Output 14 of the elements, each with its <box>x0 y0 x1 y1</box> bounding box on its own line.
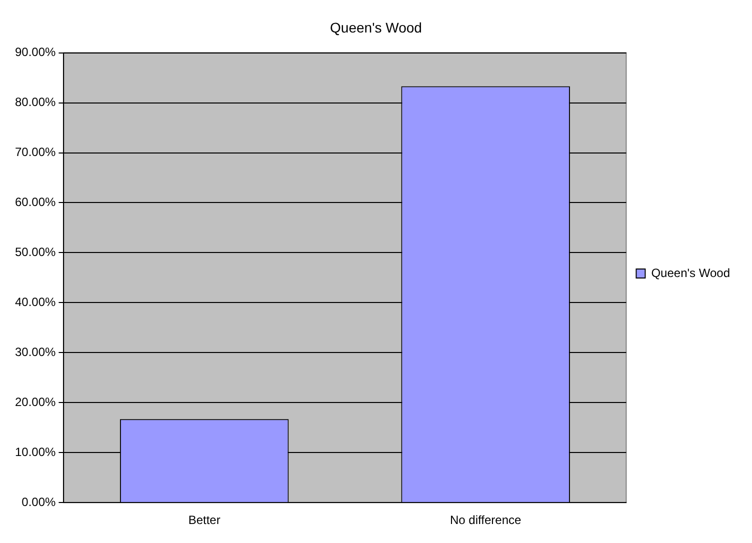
y-tick-label: 90.00% <box>14 45 56 60</box>
y-tick-label: 80.00% <box>14 95 56 110</box>
y-tick-label: 30.00% <box>14 344 56 359</box>
y-tick-label: 70.00% <box>14 145 56 160</box>
y-tick-label: 20.00% <box>14 394 56 409</box>
legend-label: Queen's Wood <box>651 266 730 280</box>
y-tick-label: 0.00% <box>22 494 56 509</box>
y-tick-label: 50.00% <box>14 245 56 260</box>
x-tick-label: No difference <box>450 513 522 528</box>
y-tick-label: 40.00% <box>14 295 56 309</box>
y-tick-label: 10.00% <box>14 444 56 459</box>
chart-title: Queen's Wood <box>330 19 422 36</box>
x-tick-label: Better <box>188 513 220 528</box>
y-tick-label: 60.00% <box>14 195 56 210</box>
